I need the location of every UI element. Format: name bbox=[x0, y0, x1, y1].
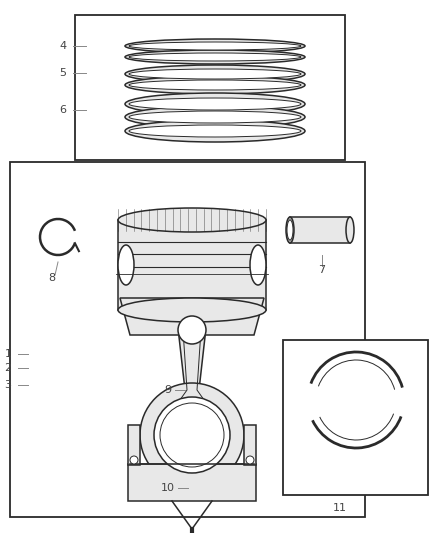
Text: 9: 9 bbox=[164, 385, 172, 395]
Bar bbox=[244, 425, 256, 465]
Ellipse shape bbox=[118, 208, 266, 232]
Ellipse shape bbox=[286, 217, 294, 243]
Polygon shape bbox=[120, 298, 264, 335]
Bar bbox=[118, 220, 266, 310]
Circle shape bbox=[140, 383, 244, 487]
Bar bbox=[128, 425, 140, 465]
Text: 11: 11 bbox=[333, 503, 347, 513]
Ellipse shape bbox=[118, 245, 134, 285]
Ellipse shape bbox=[125, 120, 305, 142]
Bar bbox=[75, 15, 345, 160]
Ellipse shape bbox=[125, 39, 305, 53]
Text: 6: 6 bbox=[60, 105, 67, 115]
Ellipse shape bbox=[129, 69, 301, 79]
Bar bbox=[10, 162, 365, 517]
Ellipse shape bbox=[129, 53, 301, 61]
Polygon shape bbox=[162, 328, 222, 416]
Ellipse shape bbox=[125, 93, 305, 115]
Bar bbox=[290, 217, 350, 243]
Ellipse shape bbox=[129, 80, 301, 90]
Text: 3: 3 bbox=[4, 380, 11, 390]
Bar bbox=[128, 464, 256, 501]
Text: 7: 7 bbox=[318, 265, 325, 275]
Text: 8: 8 bbox=[49, 273, 56, 283]
Text: 2: 2 bbox=[4, 363, 11, 373]
Circle shape bbox=[246, 456, 254, 464]
Ellipse shape bbox=[287, 220, 293, 240]
Ellipse shape bbox=[118, 298, 266, 322]
Ellipse shape bbox=[129, 98, 301, 110]
Ellipse shape bbox=[129, 111, 301, 123]
Ellipse shape bbox=[125, 65, 305, 83]
Text: 1: 1 bbox=[4, 349, 11, 359]
Ellipse shape bbox=[129, 125, 301, 137]
Ellipse shape bbox=[250, 245, 266, 285]
Ellipse shape bbox=[346, 217, 354, 243]
Bar bbox=[283, 340, 428, 495]
Text: 4: 4 bbox=[60, 41, 67, 51]
Ellipse shape bbox=[125, 106, 305, 128]
Text: 5: 5 bbox=[60, 68, 67, 78]
Ellipse shape bbox=[125, 50, 305, 64]
Ellipse shape bbox=[129, 42, 301, 50]
Circle shape bbox=[130, 456, 138, 464]
Circle shape bbox=[160, 403, 224, 467]
Circle shape bbox=[178, 316, 206, 344]
Ellipse shape bbox=[125, 76, 305, 94]
Circle shape bbox=[154, 397, 230, 473]
Text: 10: 10 bbox=[161, 483, 175, 493]
